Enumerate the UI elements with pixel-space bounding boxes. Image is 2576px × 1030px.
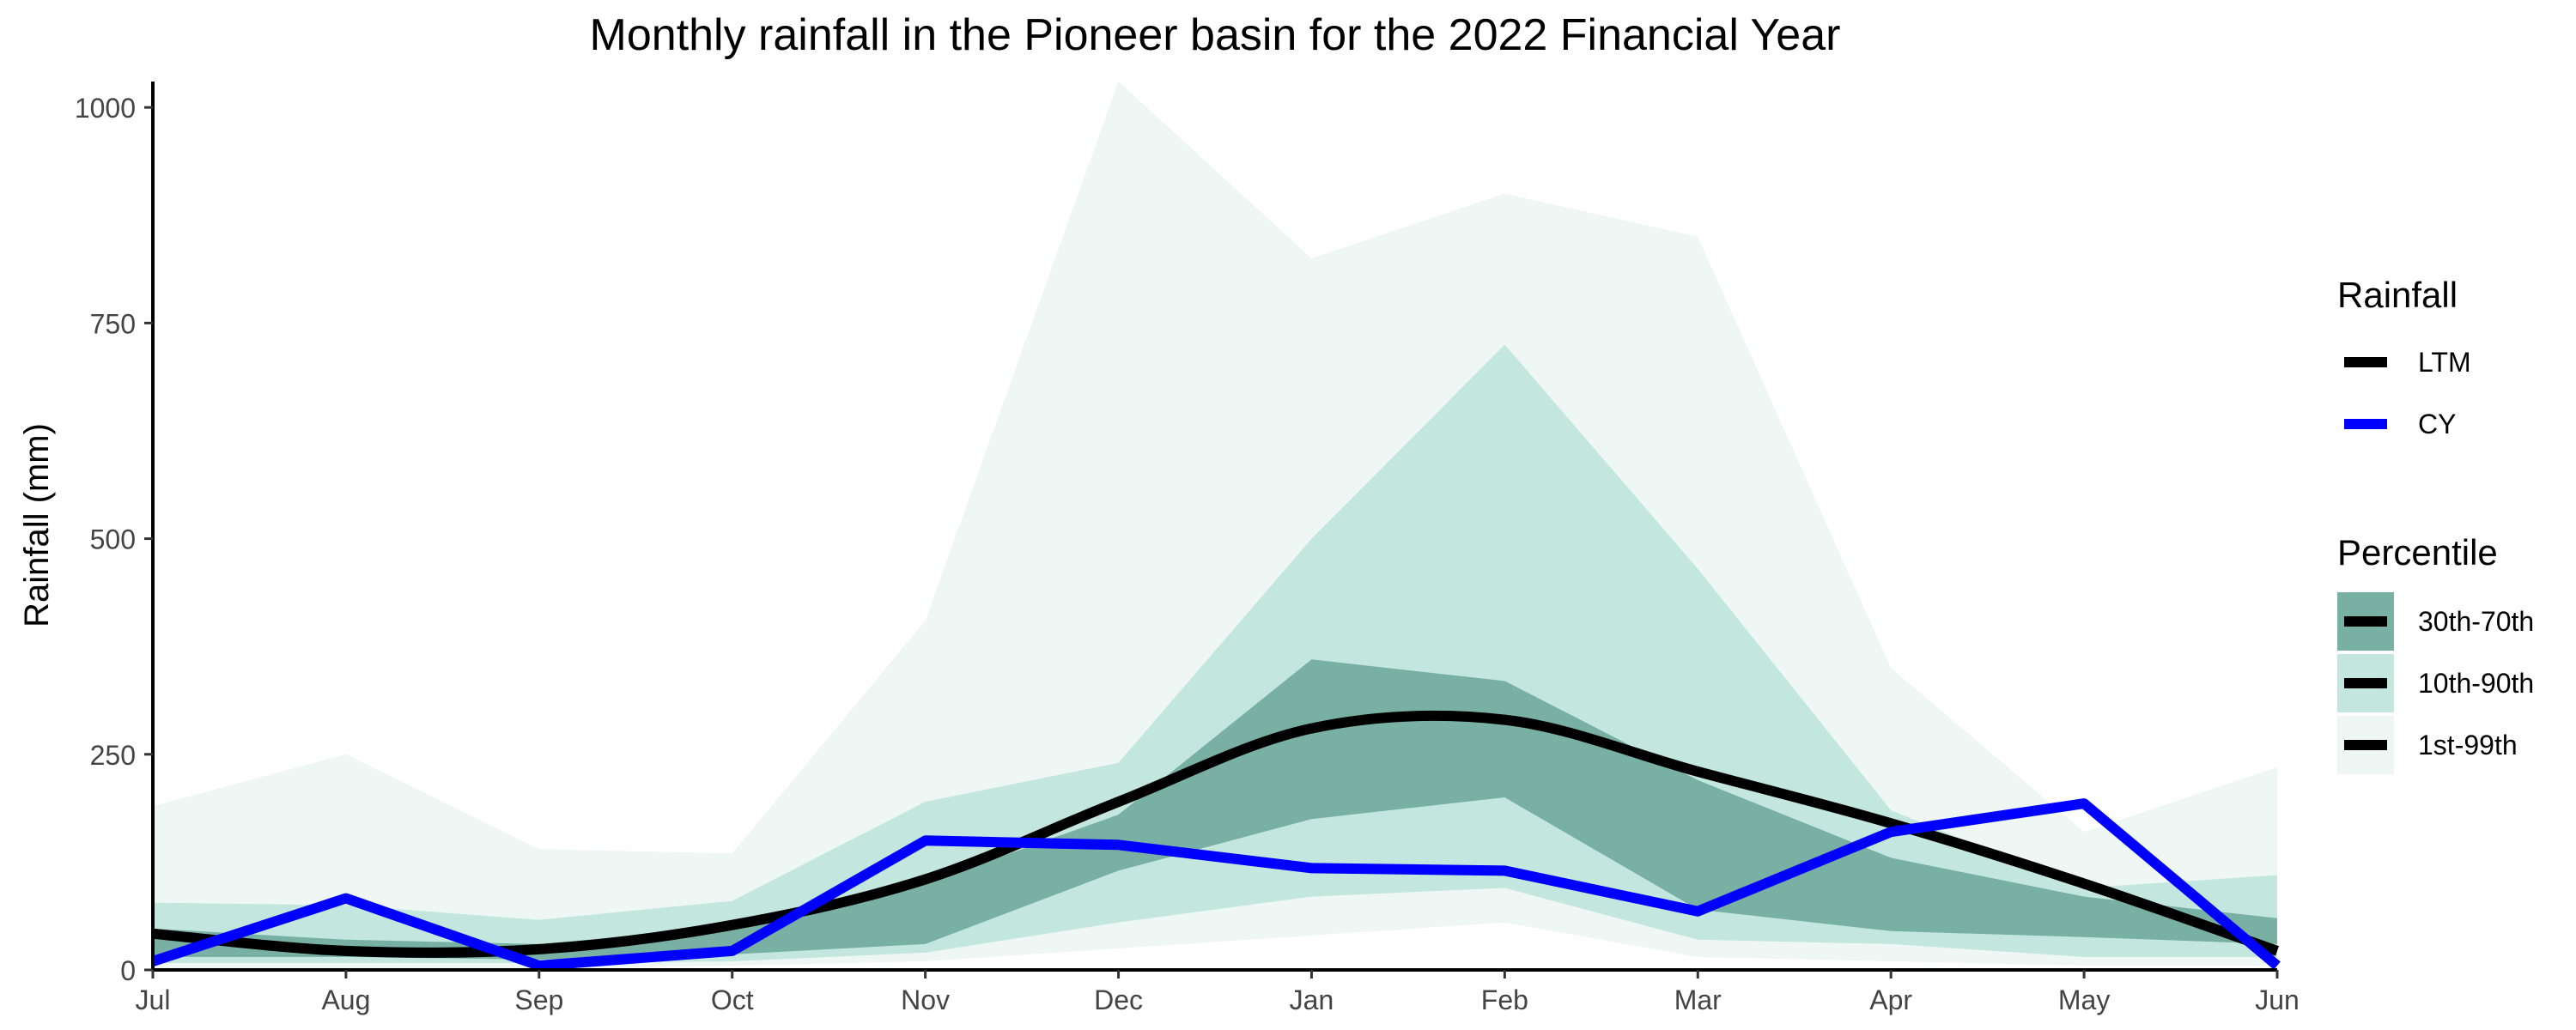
y-axis-label: Rainfall (mm) bbox=[18, 423, 56, 627]
series-line-CY bbox=[151, 798, 2281, 971]
band-30th-70th bbox=[153, 659, 2277, 960]
x-tick-label-Dec: Dec bbox=[1094, 985, 1143, 1015]
x-tick-label-Mar: Mar bbox=[1674, 985, 1722, 1015]
legend-title-percentile: Percentile bbox=[2337, 532, 2498, 573]
x-tick-label-May: May bbox=[2058, 985, 2110, 1015]
x-tick-label-Jul: Jul bbox=[136, 985, 171, 1015]
x-tick-label-Apr: Apr bbox=[1869, 985, 1912, 1015]
legend-label-1st-99th: 1st-99th bbox=[2418, 730, 2518, 760]
y-tick-label-1000: 1000 bbox=[75, 93, 136, 124]
x-tick-label-Feb: Feb bbox=[1481, 985, 1528, 1015]
legend-label-CY: CY bbox=[2418, 409, 2456, 439]
y-tick-label-500: 500 bbox=[90, 524, 136, 555]
legend-label-30th-70th: 30th-70th bbox=[2418, 606, 2534, 637]
axes: 0 250 500 750 1000 Jul Aug Sep Oct Nov Dec Jan Feb Ma… bbox=[75, 82, 2300, 1015]
legend: Rainfall LTM CY Percentile 30th-70th 10th-90t… bbox=[2337, 275, 2534, 774]
y-tick-label-0: 0 bbox=[120, 955, 136, 986]
x-tick-label-Jan: Jan bbox=[1290, 985, 1334, 1015]
legend-label-10th-90th: 10th-90th bbox=[2418, 668, 2534, 699]
series-lines bbox=[151, 710, 2281, 971]
legend-label-LTM: LTM bbox=[2418, 347, 2471, 378]
x-tick-label-Nov: Nov bbox=[901, 985, 950, 1015]
y-tick-label-750: 750 bbox=[90, 308, 136, 339]
x-tick-label-Oct: Oct bbox=[711, 985, 754, 1015]
chart-title: Monthly rainfall in the Pioneer basin fo… bbox=[590, 10, 1841, 60]
legend-title-rainfall: Rainfall bbox=[2337, 275, 2458, 315]
y-tick-label-250: 250 bbox=[90, 740, 136, 771]
x-tick-label-Aug: Aug bbox=[321, 985, 370, 1015]
percentile-bands bbox=[153, 82, 2277, 968]
x-tick-label-Jun: Jun bbox=[2255, 985, 2300, 1015]
x-tick-label-Sep: Sep bbox=[514, 985, 563, 1015]
